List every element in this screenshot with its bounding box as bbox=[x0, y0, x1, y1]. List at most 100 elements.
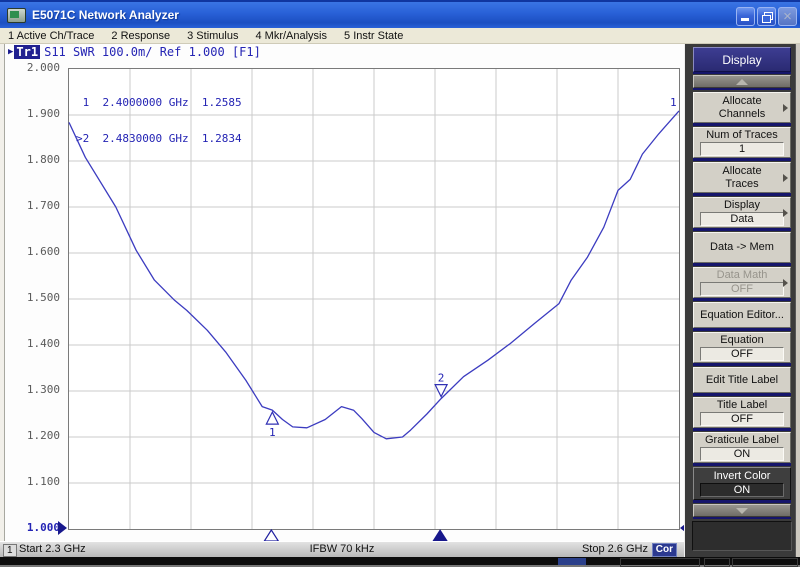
taskbar-segment bbox=[732, 558, 798, 567]
softkey-scroll-down-button[interactable] bbox=[693, 504, 791, 517]
marker-2-stimulus-icon[interactable] bbox=[432, 529, 449, 542]
softkey-label: Title Label bbox=[716, 398, 768, 411]
window-right-frame bbox=[795, 44, 800, 557]
softkey-label: Allocate bbox=[722, 95, 762, 107]
stop-frequency-label: Stop 2.6 GHz bbox=[581, 543, 648, 555]
marker-2-icon[interactable] bbox=[434, 384, 449, 398]
y-tick-label: 1.300 bbox=[26, 383, 60, 396]
softkey-label: Equation bbox=[720, 333, 764, 346]
trace-name-badge[interactable]: Tr1 bbox=[14, 45, 41, 59]
menu-item-5[interactable]: 5 Instr State bbox=[344, 29, 404, 42]
submenu-arrow-icon bbox=[783, 278, 788, 287]
softkey-num-of-traces[interactable]: Num of Traces 1 bbox=[693, 127, 791, 158]
submenu-arrow-icon bbox=[783, 173, 788, 182]
softkey-value: OFF bbox=[700, 412, 784, 427]
channel-number-badge: 1 bbox=[3, 544, 17, 557]
menu-bar: 1 Active Ch/Trace 2 Response 3 Stimulus 4 M… bbox=[0, 28, 800, 44]
taskbar-segment bbox=[620, 558, 700, 567]
menu-item-2[interactable]: 2 Response bbox=[111, 29, 171, 42]
softkey-value: OFF bbox=[700, 282, 784, 297]
y-tick-label: 1.200 bbox=[26, 429, 60, 442]
menu-item-1[interactable]: 1 Active Ch/Trace bbox=[8, 29, 95, 42]
softkey-label: Invert Color bbox=[713, 469, 771, 482]
softkey-allocate-channels[interactable]: Allocate Channels bbox=[693, 92, 791, 123]
marker-1-readout: 1 2.4000000 GHz 1.2585 bbox=[76, 96, 242, 109]
softkey-label: Traces bbox=[725, 177, 759, 190]
submenu-arrow-icon bbox=[783, 208, 788, 217]
softkey-display[interactable]: Display Data bbox=[693, 197, 791, 228]
taskbar-segment bbox=[704, 558, 730, 567]
window-title: E5071C Network Analyzer bbox=[32, 8, 179, 22]
trace-number-label: 1 bbox=[670, 96, 677, 109]
title-bar[interactable]: E5071C Network Analyzer bbox=[0, 0, 800, 28]
app-icon bbox=[7, 7, 26, 23]
softkey-allocate-traces[interactable]: Allocate Traces bbox=[693, 162, 791, 193]
softkey-graticule-label[interactable]: Graticule Label ON bbox=[693, 432, 791, 463]
softkey-scroll-up-button[interactable] bbox=[693, 75, 791, 88]
softkey-value: ON bbox=[700, 447, 784, 462]
minimize-button[interactable] bbox=[736, 7, 755, 26]
softkey-label: Graticule Label bbox=[705, 433, 779, 446]
menu-item-3[interactable]: 3 Stimulus bbox=[187, 29, 239, 42]
softkey-value: Data bbox=[700, 212, 784, 227]
trace-status-line: ▶ Tr1 S11 SWR 100.0m/ Ref 1.000 [F1] bbox=[8, 45, 261, 59]
ifbw-label: IFBW 70 kHz bbox=[309, 543, 375, 555]
bottom-status-strip bbox=[0, 557, 800, 567]
close-button[interactable] bbox=[778, 7, 797, 26]
window-left-frame bbox=[0, 44, 5, 557]
y-tick-label: 1.000 bbox=[26, 521, 60, 534]
status-bar: 1 Start 2.3 GHz IFBW 70 kHz Stop 2.6 GHz… bbox=[0, 541, 684, 557]
softkey-data-math[interactable]: Data Math OFF bbox=[693, 267, 791, 298]
y-tick-label: 1.800 bbox=[26, 153, 60, 166]
softkey-equation[interactable]: Equation OFF bbox=[693, 332, 791, 363]
softkey-title-label[interactable]: Title Label OFF bbox=[693, 397, 791, 428]
y-tick-label: 1.100 bbox=[26, 475, 60, 488]
marker-1-label: 1 bbox=[269, 426, 276, 439]
y-tick-label: 1.700 bbox=[26, 199, 60, 212]
y-tick-label: 2.000 bbox=[26, 61, 60, 74]
marker-1-stimulus-icon[interactable] bbox=[263, 529, 280, 542]
softkey-label: Edit Title Label bbox=[705, 373, 779, 386]
active-trace-arrow-icon: ▶ bbox=[8, 47, 14, 57]
softkey-value: ON bbox=[700, 483, 784, 498]
restore-button[interactable] bbox=[757, 7, 776, 26]
marker-1-icon[interactable] bbox=[265, 410, 280, 425]
softkey-label: Data Math bbox=[716, 268, 768, 281]
taskbar-segment bbox=[558, 558, 586, 565]
y-axis-labels: 2.000 1.900 1.800 1.700 1.600 1.500 1.400 1.300… bbox=[14, 44, 62, 541]
softkey-menu-title: Display bbox=[693, 47, 791, 72]
y-tick-label: 1.900 bbox=[26, 107, 60, 120]
menu-item-4[interactable]: 4 Mkr/Analysis bbox=[255, 29, 328, 42]
marker-readout: 1 2.4000000 GHz 1.2585 >2 2.4830000 GHz … bbox=[76, 73, 242, 169]
softkey-value: 1 bbox=[700, 142, 784, 157]
softkey-data-mem[interactable]: Data -> Mem bbox=[693, 232, 791, 263]
swr-trace bbox=[68, 110, 680, 440]
softkey-label: Data -> Mem bbox=[710, 241, 774, 254]
correction-status-badge: Cor bbox=[651, 543, 677, 557]
softkey-edit-title-label[interactable]: Edit Title Label bbox=[693, 367, 791, 393]
softkey-label: Allocate bbox=[722, 165, 762, 177]
softkey-invert-color[interactable]: Invert Color ON bbox=[693, 467, 791, 500]
softkey-equation-editor[interactable]: Equation Editor... bbox=[693, 302, 791, 328]
softkey-label: Equation Editor... bbox=[700, 308, 784, 321]
arrow-up-icon bbox=[736, 78, 748, 85]
marker-2-readout: >2 2.4830000 GHz 1.2834 bbox=[76, 132, 242, 145]
reference-level-arrow-left-icon bbox=[58, 521, 67, 535]
y-tick-label: 1.600 bbox=[26, 245, 60, 258]
y-tick-label: 1.400 bbox=[26, 337, 60, 350]
softkey-label: Channels bbox=[718, 107, 766, 120]
trace-chart: 1 1 2 bbox=[68, 69, 680, 529]
arrow-down-icon bbox=[736, 507, 748, 514]
marker-2-label: 2 bbox=[438, 372, 445, 385]
softkey-panel: Display Allocate Channels Num of Traces 1 All… bbox=[684, 44, 795, 557]
y-tick-label: 1.500 bbox=[26, 291, 60, 304]
trace-format-text: S11 SWR 100.0m/ Ref 1.000 [F1] bbox=[44, 45, 261, 59]
submenu-arrow-icon bbox=[783, 103, 788, 112]
softkey-label: Display bbox=[723, 198, 761, 211]
softkey-empty-area bbox=[692, 521, 792, 551]
softkey-value: OFF bbox=[700, 347, 784, 362]
plot-area: 1 1 2 bbox=[68, 68, 680, 530]
start-frequency-label: Start 2.3 GHz bbox=[19, 543, 86, 555]
softkey-label: Num of Traces bbox=[706, 128, 778, 141]
